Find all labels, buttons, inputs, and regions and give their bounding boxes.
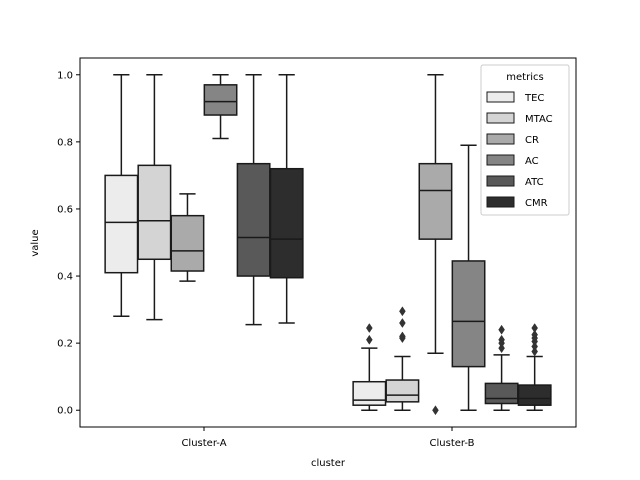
plot-frame xyxy=(79,57,577,428)
legend-swatch xyxy=(486,91,515,103)
x-axis: Cluster-A Cluster-B xyxy=(181,427,475,449)
legend-label: MTAC xyxy=(525,114,553,125)
legend-item-atc: ATC xyxy=(486,175,544,188)
box-mtac-cluster-a xyxy=(137,74,172,321)
legend-label: ATC xyxy=(525,177,544,188)
series-ac xyxy=(203,74,486,411)
y-tick-label: 0.2 xyxy=(57,339,73,350)
box-body xyxy=(451,260,486,368)
legend-title: metrics xyxy=(506,72,543,83)
series-cr xyxy=(170,74,453,416)
y-tick-label: 1.0 xyxy=(57,70,73,81)
legend-item-ac: AC xyxy=(486,154,539,167)
legend: metrics TEC MTAC CR AC ATC CMR xyxy=(480,64,570,216)
series-atc xyxy=(236,74,519,411)
legend-label: CR xyxy=(525,135,539,146)
legend-label: AC xyxy=(525,156,539,167)
legend-label: TEC xyxy=(524,93,544,104)
outlier-point xyxy=(531,329,538,340)
box-body xyxy=(170,214,205,272)
x-tick-label: Cluster-B xyxy=(430,438,475,449)
outlier-point xyxy=(531,346,538,357)
series-tec xyxy=(104,74,387,411)
box-body xyxy=(352,380,387,406)
outlier-point xyxy=(432,405,439,416)
box-ac-cluster-a xyxy=(203,74,238,140)
y-tick-label: 0.0 xyxy=(57,406,73,417)
box-cr-cluster-b xyxy=(418,74,453,416)
box-body xyxy=(385,379,420,403)
series-mtac xyxy=(137,74,420,411)
y-axis-label: value xyxy=(30,229,41,256)
x-axis-label: cluster xyxy=(311,458,346,469)
outlier-point xyxy=(498,324,505,335)
legend-item-mtac: MTAC xyxy=(486,112,553,125)
box-body xyxy=(236,162,271,277)
box-body xyxy=(269,167,304,279)
outlier-point xyxy=(498,343,505,354)
box-body xyxy=(484,382,519,405)
legend-swatch xyxy=(486,154,515,166)
box-atc-cluster-a xyxy=(236,74,271,326)
box-body xyxy=(104,174,139,274)
legend-item-tec: TEC xyxy=(486,91,544,104)
box-mtac-cluster-b xyxy=(385,306,420,411)
series-cmr xyxy=(269,74,552,411)
legend-swatch xyxy=(486,175,515,187)
outlier-point xyxy=(366,334,373,345)
outlier-point xyxy=(498,334,505,345)
box-body xyxy=(203,84,238,116)
outlier-point xyxy=(531,323,538,333)
box-body xyxy=(137,164,172,261)
legend-label: CMR xyxy=(525,198,548,209)
box-ac-cluster-b xyxy=(451,144,486,411)
legend-item-cr: CR xyxy=(486,133,539,146)
legend-item-cmr: CMR xyxy=(486,196,548,209)
outlier-point xyxy=(366,323,373,333)
legend-swatch xyxy=(486,133,515,145)
y-axis: 0.0 0.2 0.4 0.6 0.8 1.0 xyxy=(57,70,80,417)
plot-content xyxy=(104,74,552,416)
box-tec-cluster-b xyxy=(352,323,387,411)
y-tick-label: 0.6 xyxy=(57,204,73,215)
outlier-point xyxy=(399,331,406,342)
legend-swatch xyxy=(486,196,515,208)
box-body xyxy=(418,162,453,240)
outlier-point xyxy=(399,318,406,328)
box-cr-cluster-a xyxy=(170,193,205,282)
box-cmr-cluster-a xyxy=(269,74,304,324)
outlier-point xyxy=(531,341,538,352)
legend-entries: TEC MTAC CR AC ATC CMR xyxy=(486,91,553,209)
y-tick-label: 0.4 xyxy=(57,272,73,283)
legend-swatch xyxy=(486,112,515,124)
box-atc-cluster-b xyxy=(484,324,519,411)
box-tec-cluster-a xyxy=(104,74,139,318)
y-tick-label: 0.8 xyxy=(57,137,73,148)
x-tick-label: Cluster-A xyxy=(181,438,226,449)
box-body xyxy=(517,384,552,406)
outlier-point xyxy=(399,306,406,317)
box-cmr-cluster-b xyxy=(517,323,552,411)
